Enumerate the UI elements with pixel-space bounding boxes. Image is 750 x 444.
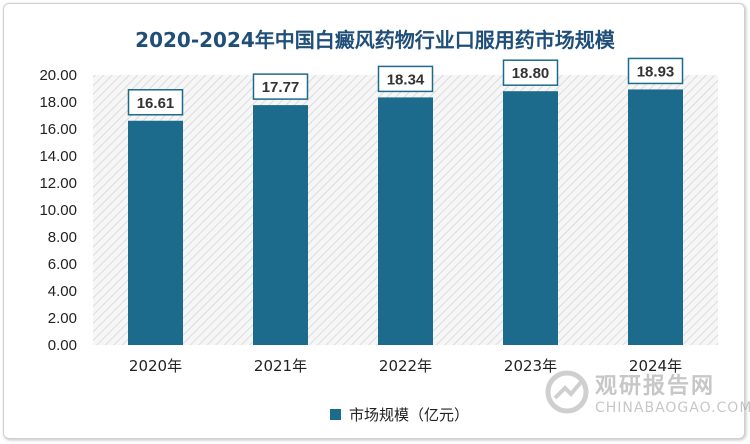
data-label-box — [627, 57, 684, 85]
legend-label: 市场规模（亿元） — [349, 406, 470, 424]
chart-title: 2020-2024年中国白癜风药物行业口服用药市场规模 — [135, 28, 615, 52]
legend-swatch — [330, 409, 341, 420]
bar — [253, 105, 308, 345]
legend: 市场规模（亿元） — [330, 404, 469, 425]
y-tick-label: 4.00 — [48, 283, 77, 300]
data-labels: 16.61 17.77 18.34 18.80 18.93 — [127, 57, 684, 116]
watermark: 观研报告网 CHINABAOGAO.COM — [545, 368, 750, 428]
x-axis: 2020年 2021年 2022年 2023年 2024年 — [129, 357, 682, 375]
data-label: 18.34 — [387, 71, 425, 88]
data-label-box — [127, 89, 184, 116]
watermark-name: 观研报告网 — [595, 374, 716, 399]
y-tick-label: 12.00 — [39, 175, 77, 192]
data-label: 16.61 — [137, 95, 175, 112]
x-tick-label: 2020年 — [129, 357, 182, 375]
bars — [128, 89, 683, 345]
y-tick-label: 0.00 — [48, 337, 77, 354]
data-label: 17.77 — [262, 79, 300, 96]
x-tick-label: 2022年 — [379, 357, 432, 375]
y-axis: 0.00 2.00 4.00 6.00 8.00 10.00 12.00 14.00 16.00… — [39, 67, 77, 354]
x-tick-label: 2021年 — [254, 357, 307, 375]
y-tick-label: 16.00 — [39, 121, 77, 138]
data-label-box — [377, 65, 434, 93]
x-tick-label: 2024年 — [629, 357, 682, 375]
y-tick-label: 6.00 — [48, 256, 77, 273]
bar — [378, 97, 433, 345]
y-tick-label: 10.00 — [39, 202, 77, 219]
data-label-box — [502, 59, 559, 86]
watermark-url: CHINABAOGAO.COM — [595, 400, 750, 416]
bar — [503, 91, 558, 345]
bar — [128, 120, 183, 345]
y-tick-label: 20.00 — [39, 67, 77, 84]
y-tick-label: 8.00 — [48, 229, 77, 246]
bar — [628, 89, 683, 345]
data-label: 18.93 — [637, 63, 675, 80]
data-label: 18.80 — [512, 65, 550, 82]
y-tick-label: 2.00 — [48, 310, 77, 327]
y-tick-label: 18.00 — [39, 94, 77, 111]
y-tick-label: 14.00 — [39, 148, 77, 165]
x-tick-label: 2023年 — [504, 357, 557, 375]
watermark-logo-icon — [545, 370, 589, 414]
data-label-box — [252, 73, 309, 100]
